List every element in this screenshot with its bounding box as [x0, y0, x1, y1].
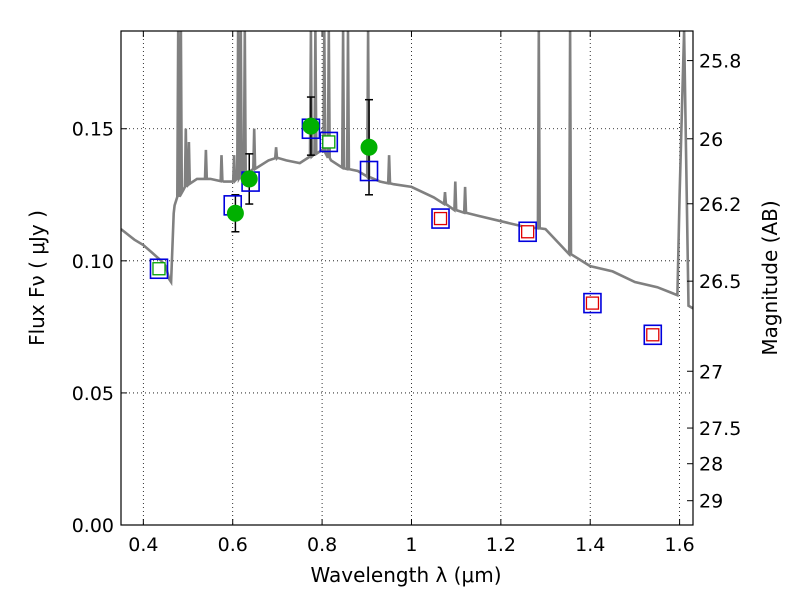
mag-tick-label: 27 [699, 361, 723, 383]
model-square [583, 292, 602, 314]
y-tick-label: 0.00 [72, 515, 114, 537]
mag-tick-label: 27.5 [699, 418, 741, 440]
model-square [319, 131, 339, 153]
band-square [152, 262, 166, 276]
band-square [585, 296, 600, 310]
x-tick-label: 1.4 [575, 534, 605, 556]
x-tick-label: 1 [405, 534, 417, 556]
mag-tick-label: 29 [699, 491, 723, 513]
mag-tick-label: 26.5 [699, 271, 741, 293]
y-axis-title: Flux Fν ( μJy ) [25, 210, 49, 346]
mag-tick-label: 26.2 [699, 194, 741, 216]
model-spectrum [121, 31, 693, 310]
grid [121, 31, 693, 525]
x-tick-label: 1.6 [664, 534, 694, 556]
model-square [518, 221, 537, 243]
y-tick-label: 0.10 [72, 251, 114, 273]
mag-tick-label: 26 [699, 129, 723, 151]
mag-tick-label: 28 [699, 454, 723, 476]
y-axis-title-text: Flux Fν ( μJy ) [25, 210, 49, 346]
axis-ticks: 0.4 0.6 0.8 1 1.2 1.4 1.6 0.00 0.05 0.10 0.15 25.8 2… [72, 31, 741, 556]
band-square [433, 211, 448, 226]
observed-point [302, 117, 320, 135]
x-tick-label: 0.8 [307, 534, 337, 556]
spectrum-line [121, 31, 693, 310]
model-square [431, 208, 450, 229]
band-square [646, 328, 660, 342]
model-square [149, 258, 169, 280]
x-tick-label: 1.2 [486, 534, 516, 556]
right-axis-title: Magnitude (AB) [758, 200, 782, 355]
x-tick-label: 0.6 [218, 534, 248, 556]
mag-tick-label: 25.8 [699, 51, 741, 73]
band-square [322, 135, 336, 149]
observed-point [226, 204, 244, 222]
plot-frame [120, 30, 694, 526]
x-tick-label: 0.4 [128, 534, 158, 556]
x-axis-title: Wavelength λ (μm) [310, 563, 501, 587]
observed-point [240, 170, 258, 188]
right-axis-title-text: Magnitude (AB) [758, 200, 782, 355]
y-tick-label: 0.15 [72, 119, 114, 141]
x-axis-title-text: Wavelength λ (μm) [310, 563, 501, 587]
model-square [643, 324, 663, 346]
photometry-points [149, 96, 663, 346]
model-square [359, 160, 379, 182]
y-tick-label: 0.05 [72, 383, 114, 405]
observed-point [360, 138, 378, 156]
band-square [521, 225, 535, 239]
